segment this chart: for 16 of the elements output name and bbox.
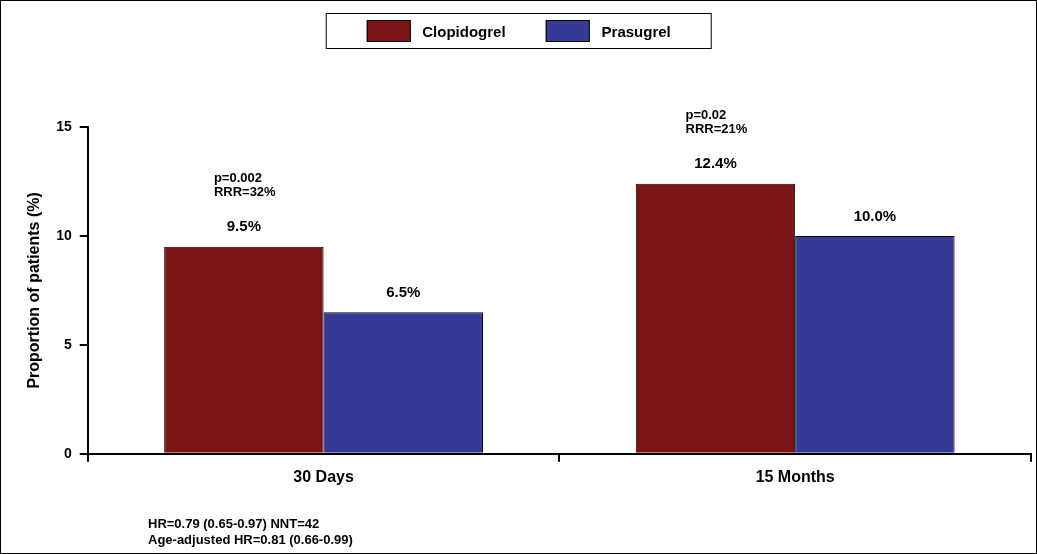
legend-label: Prasugrel — [601, 22, 671, 40]
y-tick-label: 15 — [56, 117, 72, 134]
x-tick-label: 15 Months — [755, 467, 835, 485]
data-label: 12.4% — [694, 154, 737, 172]
y-tick-label: 0 — [63, 444, 72, 461]
text: HR=0.79 (0.65-0.97) NNT=42 Age-adjusted HR=0.81 (0.66-0.99) — [148, 516, 353, 548]
legend-label: Clopidogrel — [422, 22, 506, 40]
data-label: 6.5% — [386, 282, 421, 300]
data-label: 10.0% — [853, 206, 897, 224]
x-tick-label: 30 Days — [293, 467, 354, 485]
annotation: p=0.002 RRR=32% — [213, 169, 277, 199]
annotation: p=0.02 RRR=21% — [685, 106, 748, 136]
y-tick-label: 5 — [63, 335, 72, 352]
y-axis-title: Proportion of patients (%) — [25, 192, 43, 389]
data-label: 9.5% — [226, 217, 261, 235]
y-tick-label: 10 — [56, 226, 72, 243]
